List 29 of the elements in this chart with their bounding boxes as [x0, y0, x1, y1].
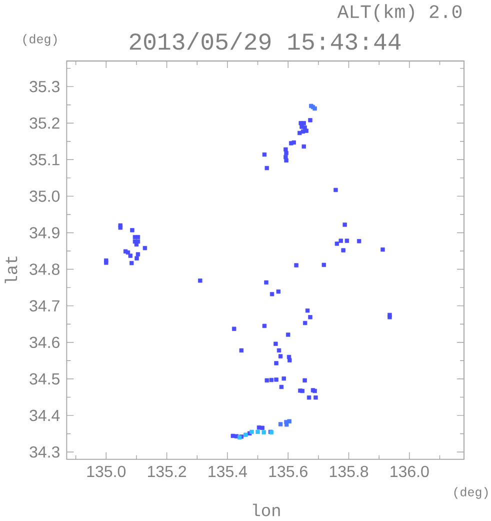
y-tick-label: 34.9: [30, 227, 60, 238]
y-tick-label: 35.1: [30, 154, 60, 166]
y-tick-label: 35.0: [30, 190, 60, 202]
chart-subtitle: ALT(km) 2.0: [337, 4, 462, 22]
y-tick-label: 35.2: [30, 117, 60, 129]
y-axis-title: lat: [4, 256, 18, 284]
x-tick-label: 135.6: [269, 466, 308, 478]
point: [256, 430, 260, 434]
x-axis-title: lon: [252, 504, 280, 516]
x-tick-label: 136.0: [390, 466, 429, 478]
point: [278, 422, 283, 426]
y-tick-label: 34.5: [30, 373, 60, 385]
text: (deg): [23, 34, 57, 46]
text: (deg): [454, 487, 488, 499]
y-tick-label: 34.3: [30, 446, 60, 458]
chart-title: 2013/05/29 15:43:44: [130, 32, 401, 50]
y-tick-label: 34.4: [30, 410, 60, 422]
x-tick-label: 135.8: [330, 466, 368, 478]
y-tick-label: 35.3: [30, 80, 60, 92]
y-tick-label: 34.6: [30, 336, 60, 348]
point: [287, 419, 292, 424]
point: [244, 432, 248, 437]
y-tick-label: 34.8: [30, 264, 60, 275]
x-tick-label: 135.0: [87, 466, 126, 478]
x-tick-label: 135.4: [208, 466, 247, 478]
x-tick-label: 135.2: [148, 466, 186, 478]
point: [262, 430, 266, 434]
y-tick-label: 34.7: [30, 300, 60, 312]
point: [250, 430, 254, 434]
